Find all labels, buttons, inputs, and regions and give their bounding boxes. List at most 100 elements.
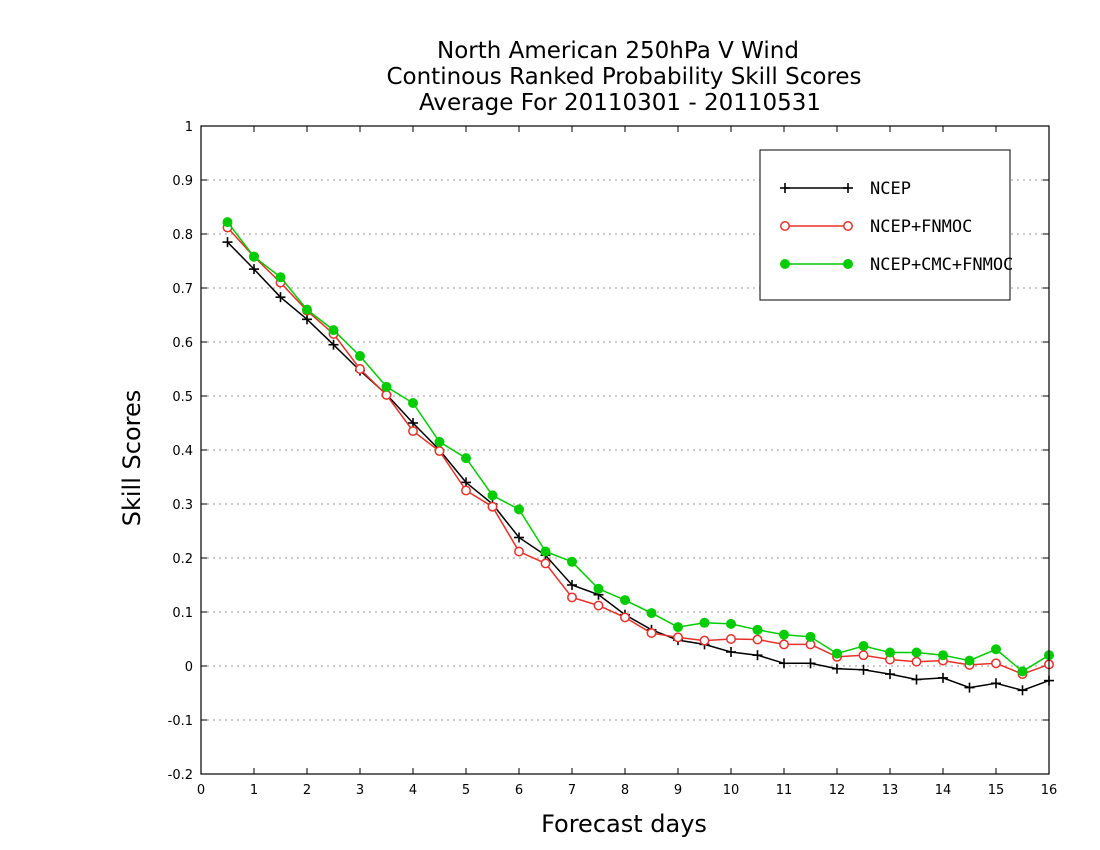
data-point: [858, 641, 869, 652]
data-point: [620, 612, 630, 623]
data-point: [673, 622, 683, 633]
data-point: [726, 618, 736, 629]
data-point: [302, 304, 312, 315]
data-point: [646, 608, 657, 619]
data-point: [843, 183, 853, 193]
y-tick-label: 0.5: [172, 390, 193, 405]
data-point: [222, 217, 233, 228]
data-point: [780, 183, 790, 193]
axis-ticks: 10.90.80.70.60.50.40.30.20.10-0.1-0.20 1 2…: [168, 120, 1058, 798]
y-tick-label: 0.3: [172, 498, 193, 513]
data-point: [938, 672, 948, 683]
series-ncep: [222, 237, 1054, 696]
x-tick-label: 9: [674, 783, 682, 798]
data-point: [991, 644, 1001, 655]
data-point: [249, 251, 259, 262]
data-point: [805, 631, 816, 642]
data-point: [328, 339, 339, 350]
x-tick-label: 5: [462, 783, 470, 798]
data-point: [1017, 685, 1028, 696]
data-point: [487, 490, 498, 501]
data-point: [964, 682, 975, 693]
data-point: [275, 292, 286, 303]
chart-title-line-2: Continous Ranked Probability Skill Score…: [386, 64, 861, 90]
data-point: [911, 656, 922, 667]
data-point: [780, 221, 790, 231]
x-tick-label: 8: [621, 783, 629, 798]
x-tick-label: 15: [988, 783, 1005, 798]
y-tick-label: 1: [185, 120, 193, 135]
data-point: [991, 658, 1001, 669]
y-tick-label: 0.9: [172, 174, 193, 189]
legend-item: NCEP: [780, 179, 911, 199]
data-point: [832, 648, 842, 659]
chart-title-line-3: Average For 20110301 - 20110531: [419, 90, 821, 116]
data-point: [540, 558, 551, 569]
data-point: [222, 237, 233, 248]
data-point: [381, 389, 392, 400]
plot-frame: [200, 125, 1050, 775]
data-point: [938, 650, 948, 661]
data-point: [779, 658, 789, 669]
x-tick-label: 13: [882, 783, 899, 798]
data-point: [249, 264, 259, 275]
data-point: [885, 647, 895, 658]
data-point: [275, 272, 286, 283]
y-axis-label: Skill Scores: [118, 390, 146, 527]
data-point: [885, 669, 895, 680]
data-point: [805, 658, 816, 669]
data-point: [911, 674, 922, 685]
data-point: [699, 635, 710, 646]
data-point: [461, 453, 471, 464]
legend-label: NCEP+CMC+FNMOC: [870, 255, 1013, 275]
x-tick-label: 7: [568, 783, 576, 798]
legend-label: NCEP+FNMOC: [870, 217, 972, 237]
y-tick-label: 0.2: [172, 552, 193, 567]
x-tick-label: 11: [776, 783, 793, 798]
legend-item: NCEP+CMC+FNMOC: [780, 255, 1013, 275]
data-point: [752, 634, 763, 645]
data-point: [434, 436, 445, 447]
data-point: [646, 628, 657, 639]
data-point: [461, 485, 471, 496]
x-tick-label: 2: [303, 783, 311, 798]
data-point: [620, 595, 630, 606]
legend: NCEP NCEP+FNMOC NCEP+CMC+FNMOC: [759, 149, 1013, 301]
x-tick-label: 1: [250, 783, 258, 798]
data-point: [408, 398, 418, 409]
data-point: [843, 221, 853, 231]
data-point: [408, 426, 418, 437]
data-point: [593, 600, 604, 611]
data-point: [991, 678, 1001, 689]
y-tick-label: 0.8: [172, 228, 193, 243]
legend-item: NCEP+FNMOC: [780, 217, 972, 237]
x-tick-label: 12: [829, 783, 846, 798]
x-tick-label: 10: [723, 783, 740, 798]
data-point: [567, 556, 577, 567]
data-point: [434, 446, 445, 457]
legend-label: NCEP: [870, 179, 911, 199]
data-point: [328, 325, 339, 336]
y-tick-label: 0.7: [172, 282, 193, 297]
data-point: [567, 592, 577, 603]
data-point: [858, 664, 869, 675]
data-point: [593, 583, 604, 594]
y-tick-label: -0.1: [168, 714, 193, 729]
data-point: [726, 634, 736, 644]
data-point: [699, 617, 710, 628]
x-axis-label: Forecast days: [541, 810, 707, 838]
chart-title-line-1: North American 250hPa V Wind: [437, 38, 799, 64]
data-point: [964, 655, 975, 666]
series-ncep-cmc-fnmoc: [222, 217, 1054, 677]
data-point: [752, 650, 763, 661]
x-tick-label: 0: [197, 783, 205, 798]
data-point: [514, 546, 524, 557]
data-point: [780, 259, 790, 269]
legend-box: [759, 149, 1011, 301]
y-tick-label: 0.6: [172, 336, 193, 351]
data-point: [355, 351, 365, 362]
data-point: [540, 546, 551, 557]
data-point: [302, 314, 312, 325]
x-tick-label: 14: [935, 783, 952, 798]
